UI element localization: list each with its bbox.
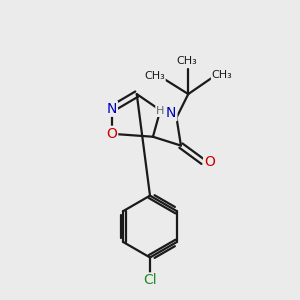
Text: H: H bbox=[156, 106, 164, 116]
Text: CH₃: CH₃ bbox=[176, 56, 197, 66]
Text: Cl: Cl bbox=[143, 273, 157, 287]
Text: CH₃: CH₃ bbox=[212, 70, 232, 80]
Text: O: O bbox=[106, 127, 117, 141]
Text: N: N bbox=[106, 102, 117, 116]
Text: O: O bbox=[204, 155, 215, 169]
Text: CH₃: CH₃ bbox=[144, 71, 165, 81]
Text: N: N bbox=[166, 106, 176, 120]
